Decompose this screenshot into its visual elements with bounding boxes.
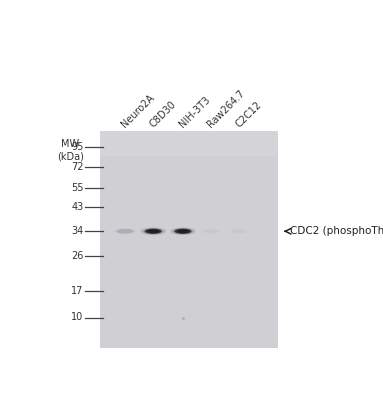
Text: 55: 55	[71, 183, 83, 193]
Text: 34: 34	[71, 226, 83, 236]
Ellipse shape	[173, 228, 193, 234]
Text: 17: 17	[71, 286, 83, 296]
Bar	[100, 131, 278, 156]
Text: NIH-3T3: NIH-3T3	[177, 95, 212, 130]
Ellipse shape	[203, 230, 219, 233]
Bar	[100, 131, 278, 348]
Text: C2C12: C2C12	[234, 100, 264, 130]
Ellipse shape	[140, 227, 166, 235]
Ellipse shape	[147, 229, 160, 233]
Text: 10: 10	[71, 312, 83, 322]
Text: Raw264.7: Raw264.7	[206, 88, 247, 130]
Ellipse shape	[114, 228, 136, 234]
Ellipse shape	[202, 229, 221, 234]
Text: 95: 95	[71, 142, 83, 152]
Ellipse shape	[143, 228, 164, 234]
Ellipse shape	[116, 229, 134, 234]
Text: 43: 43	[71, 202, 83, 212]
Text: CDC2 (phosphoThr14): CDC2 (phosphoThr14)	[290, 226, 383, 236]
Ellipse shape	[174, 229, 192, 234]
Text: 72: 72	[71, 162, 83, 172]
Text: C8D30: C8D30	[148, 99, 178, 130]
Text: Neuro2A: Neuro2A	[119, 93, 156, 130]
Text: 26: 26	[71, 251, 83, 261]
Ellipse shape	[232, 230, 247, 233]
Ellipse shape	[170, 227, 196, 235]
Ellipse shape	[145, 229, 162, 234]
Text: MW
(kDa): MW (kDa)	[57, 139, 83, 161]
Ellipse shape	[230, 229, 249, 234]
Ellipse shape	[177, 229, 189, 233]
